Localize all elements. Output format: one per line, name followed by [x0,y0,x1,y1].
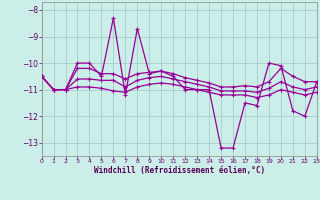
X-axis label: Windchill (Refroidissement éolien,°C): Windchill (Refroidissement éolien,°C) [94,166,265,175]
